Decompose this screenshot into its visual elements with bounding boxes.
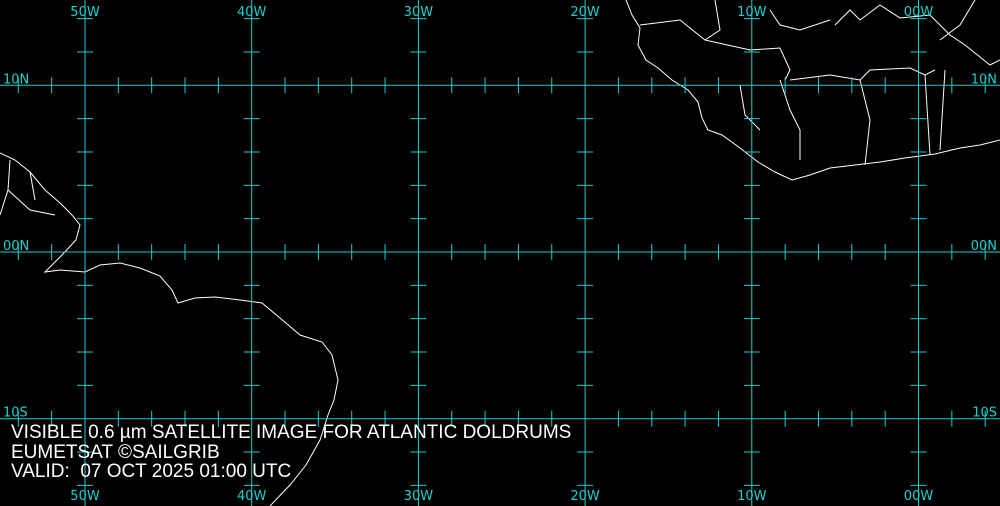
- longitude-label-top: 40W: [237, 5, 267, 20]
- longitude-label-bottom: 00W: [904, 489, 934, 504]
- longitude-label-bottom: 20W: [570, 489, 600, 504]
- longitude-label-top: 10W: [737, 5, 767, 20]
- latitude-label-right: 10S: [972, 406, 997, 421]
- longitude-label-bottom: 10W: [737, 489, 767, 504]
- africa-borders: [639, 0, 1000, 166]
- latitude-label-left: 10N: [3, 72, 29, 87]
- image-caption: VISIBLE 0.6 µm SATELLITE IMAGE FOR ATLAN…: [11, 423, 571, 482]
- south-america-border: [0, 159, 56, 216]
- latitude-label-left: 10S: [3, 406, 28, 421]
- longitude-label-top: 50W: [70, 5, 100, 20]
- longitude-label-bottom: 40W: [237, 489, 267, 504]
- caption-source: EUMETSAT ©SAILGRIB: [11, 441, 220, 463]
- longitude-label-bottom: 50W: [70, 489, 100, 504]
- longitude-label-top: 00W: [904, 5, 934, 20]
- latitude-label-right: 10N: [971, 72, 997, 87]
- longitude-label-top: 20W: [570, 5, 600, 20]
- longitude-label-top: 30W: [404, 5, 434, 20]
- caption-title: VISIBLE 0.6 µm SATELLITE IMAGE FOR ATLAN…: [11, 422, 572, 443]
- caption-valid-time: VALID: 07 OCT 2025 01:00 UTC: [11, 461, 292, 482]
- longitude-label-bottom: 30W: [404, 489, 434, 504]
- latitude-label-right: 00N: [971, 239, 997, 254]
- south-america-coast: [0, 152, 339, 506]
- africa-coast: [625, 0, 1000, 181]
- latitude-label-left: 00N: [3, 239, 29, 254]
